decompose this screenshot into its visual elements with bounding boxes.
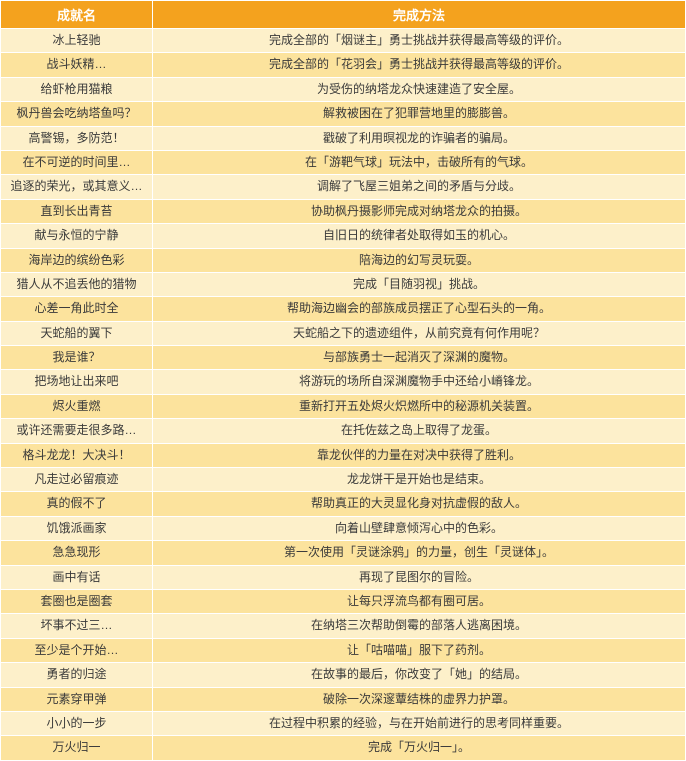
table-row: 万火归一完成「万火归一」。 bbox=[1, 736, 686, 760]
table-row: 海岸边的缤纷色彩陪海边的幻写灵玩耍。 bbox=[1, 248, 686, 272]
achievement-desc: 让每只浮流鸟都有圈可居。 bbox=[153, 589, 686, 613]
achievement-name: 小小的一步 bbox=[1, 711, 153, 735]
achievement-name: 枫丹兽会吃纳塔鱼吗？ bbox=[1, 102, 153, 126]
achievement-name: 天蛇船的翼下 bbox=[1, 321, 153, 345]
achievement-desc: 完成全部的「花羽会」勇士挑战并获得最高等级的评价。 bbox=[153, 53, 686, 77]
achievement-desc: 调解了飞屋三姐弟之间的矛盾与分歧。 bbox=[153, 175, 686, 199]
achievement-name: 套圈也是圈套 bbox=[1, 589, 153, 613]
table-row: 或许还需要走很多路…在托佐兹之岛上取得了龙蛋。 bbox=[1, 419, 686, 443]
achievement-name: 万火归一 bbox=[1, 736, 153, 760]
table-row: 凡走过必留痕迹龙龙饼干是开始也是结束。 bbox=[1, 468, 686, 492]
achievement-desc: 破除一次深邃蕈结株的虚界力护罩。 bbox=[153, 687, 686, 711]
achievement-name: 献与永恒的宁静 bbox=[1, 224, 153, 248]
achievement-desc: 协助枫丹摄影师完成对纳塔龙众的拍摄。 bbox=[153, 199, 686, 223]
table-row: 饥饿派画家向着山壁肆意倾泻心中的色彩。 bbox=[1, 516, 686, 540]
achievement-name: 勇者的归途 bbox=[1, 663, 153, 687]
table-row: 坏事不过三…在纳塔三次帮助倒霉的部落人逃离困境。 bbox=[1, 614, 686, 638]
achievement-name: 画中有话 bbox=[1, 565, 153, 589]
achievement-name: 凡走过必留痕迹 bbox=[1, 468, 153, 492]
table-row: 在不可逆的时间里…在「游靶气球」玩法中，击破所有的气球。 bbox=[1, 150, 686, 174]
table-body: 冰上轻驰完成全部的「烟谜主」勇士挑战并获得最高等级的评价。战斗妖精…完成全部的「… bbox=[1, 29, 686, 761]
achievement-name: 心差一角此时全 bbox=[1, 297, 153, 321]
table-row: 至少是个开始…让「咕喵喵」服下了药剂。 bbox=[1, 638, 686, 662]
achievement-name: 至少是个开始… bbox=[1, 638, 153, 662]
achievement-desc: 为受伤的纳塔龙众快速建造了安全屋。 bbox=[153, 77, 686, 101]
achievement-name: 格斗龙龙！大决斗！ bbox=[1, 443, 153, 467]
table-row: 冰上轻驰完成全部的「烟谜主」勇士挑战并获得最高等级的评价。 bbox=[1, 29, 686, 53]
achievement-desc: 完成「万火归一」。 bbox=[153, 736, 686, 760]
achievement-name: 饥饿派画家 bbox=[1, 516, 153, 540]
achievement-name: 高警锡，多防范！ bbox=[1, 126, 153, 150]
achievement-desc: 让「咕喵喵」服下了药剂。 bbox=[153, 638, 686, 662]
table-row: 追逐的荣光，或其意义…调解了飞屋三姐弟之间的矛盾与分歧。 bbox=[1, 175, 686, 199]
header-name: 成就名 bbox=[1, 1, 153, 29]
achievement-name: 直到长出青苔 bbox=[1, 199, 153, 223]
achievement-name: 或许还需要走很多路… bbox=[1, 419, 153, 443]
table-row: 我是谁？与部族勇士一起消灭了深渊的魔物。 bbox=[1, 346, 686, 370]
header-desc: 完成方法 bbox=[153, 1, 686, 29]
table-row: 格斗龙龙！大决斗！靠龙伙伴的力量在对决中获得了胜利。 bbox=[1, 443, 686, 467]
achievement-name: 追逐的荣光，或其意义… bbox=[1, 175, 153, 199]
achievement-name: 在不可逆的时间里… bbox=[1, 150, 153, 174]
achievement-desc: 第一次使用「灵谜涂鸦」的力量，创生「灵谜体」。 bbox=[153, 541, 686, 565]
achievement-desc: 完成「目随羽视」挑战。 bbox=[153, 272, 686, 296]
table-row: 画中有话再现了昆图尔的冒险。 bbox=[1, 565, 686, 589]
achievement-name: 急急现形 bbox=[1, 541, 153, 565]
achievement-desc: 将游玩的场所自深渊魔物手中还给小嵴锋龙。 bbox=[153, 370, 686, 394]
achievement-desc: 在故事的最后，你改变了「她」的结局。 bbox=[153, 663, 686, 687]
achievement-name: 把场地让出来吧 bbox=[1, 370, 153, 394]
achievement-name: 猎人从不追丢他的猎物 bbox=[1, 272, 153, 296]
achievement-desc: 自旧日的统律者处取得如玉的机心。 bbox=[153, 224, 686, 248]
table-row: 天蛇船的翼下天蛇船之下的遗迹组件，从前究竟有何作用呢？ bbox=[1, 321, 686, 345]
achievement-desc: 帮助真正的大灵显化身对抗虚假的敌人。 bbox=[153, 492, 686, 516]
achievement-name: 元素穿甲弹 bbox=[1, 687, 153, 711]
table-row: 直到长出青苔协助枫丹摄影师完成对纳塔龙众的拍摄。 bbox=[1, 199, 686, 223]
table-row: 高警锡，多防范！戳破了利用暝视龙的诈骗者的骗局。 bbox=[1, 126, 686, 150]
achievement-desc: 龙龙饼干是开始也是结束。 bbox=[153, 468, 686, 492]
table-row: 小小的一步在过程中积累的经验，与在开始前进行的思考同样重要。 bbox=[1, 711, 686, 735]
achievement-desc: 解救被困在了犯罪营地里的膨膨兽。 bbox=[153, 102, 686, 126]
table-row: 元素穿甲弹破除一次深邃蕈结株的虚界力护罩。 bbox=[1, 687, 686, 711]
achievement-desc: 在「游靶气球」玩法中，击破所有的气球。 bbox=[153, 150, 686, 174]
achievement-desc: 靠龙伙伴的力量在对决中获得了胜利。 bbox=[153, 443, 686, 467]
achievement-desc: 陪海边的幻写灵玩耍。 bbox=[153, 248, 686, 272]
achievement-desc: 向着山壁肆意倾泻心中的色彩。 bbox=[153, 516, 686, 540]
table-row: 真的假不了帮助真正的大灵显化身对抗虚假的敌人。 bbox=[1, 492, 686, 516]
achievement-desc: 在过程中积累的经验，与在开始前进行的思考同样重要。 bbox=[153, 711, 686, 735]
table-row: 猎人从不追丢他的猎物完成「目随羽视」挑战。 bbox=[1, 272, 686, 296]
table-row: 勇者的归途在故事的最后，你改变了「她」的结局。 bbox=[1, 663, 686, 687]
achievement-desc: 重新打开五处烬火炽燃所中的秘源机关装置。 bbox=[153, 394, 686, 418]
achievement-desc: 天蛇船之下的遗迹组件，从前究竟有何作用呢？ bbox=[153, 321, 686, 345]
table-row: 心差一角此时全帮助海边幽会的部族成员摆正了心型石头的一角。 bbox=[1, 297, 686, 321]
achievement-desc: 戳破了利用暝视龙的诈骗者的骗局。 bbox=[153, 126, 686, 150]
achievement-desc: 在托佐兹之岛上取得了龙蛋。 bbox=[153, 419, 686, 443]
table-row: 急急现形第一次使用「灵谜涂鸦」的力量，创生「灵谜体」。 bbox=[1, 541, 686, 565]
achievement-desc: 再现了昆图尔的冒险。 bbox=[153, 565, 686, 589]
achievement-name: 给虾枪用猫粮 bbox=[1, 77, 153, 101]
table-row: 套圈也是圈套让每只浮流鸟都有圈可居。 bbox=[1, 589, 686, 613]
achievement-name: 战斗妖精… bbox=[1, 53, 153, 77]
table-row: 给虾枪用猫粮为受伤的纳塔龙众快速建造了安全屋。 bbox=[1, 77, 686, 101]
achievement-desc: 帮助海边幽会的部族成员摆正了心型石头的一角。 bbox=[153, 297, 686, 321]
achievement-name: 冰上轻驰 bbox=[1, 29, 153, 53]
table-row: 战斗妖精…完成全部的「花羽会」勇士挑战并获得最高等级的评价。 bbox=[1, 53, 686, 77]
achievement-desc: 与部族勇士一起消灭了深渊的魔物。 bbox=[153, 346, 686, 370]
achievement-name: 烬火重燃 bbox=[1, 394, 153, 418]
table-row: 枫丹兽会吃纳塔鱼吗？解救被困在了犯罪营地里的膨膨兽。 bbox=[1, 102, 686, 126]
achievements-table: 成就名 完成方法 冰上轻驰完成全部的「烟谜主」勇士挑战并获得最高等级的评价。战斗… bbox=[0, 0, 686, 761]
achievement-desc: 在纳塔三次帮助倒霉的部落人逃离困境。 bbox=[153, 614, 686, 638]
achievement-name: 真的假不了 bbox=[1, 492, 153, 516]
achievement-name: 我是谁？ bbox=[1, 346, 153, 370]
table-row: 把场地让出来吧将游玩的场所自深渊魔物手中还给小嵴锋龙。 bbox=[1, 370, 686, 394]
achievement-name: 海岸边的缤纷色彩 bbox=[1, 248, 153, 272]
achievement-name: 坏事不过三… bbox=[1, 614, 153, 638]
table-row: 献与永恒的宁静自旧日的统律者处取得如玉的机心。 bbox=[1, 224, 686, 248]
table-row: 烬火重燃重新打开五处烬火炽燃所中的秘源机关装置。 bbox=[1, 394, 686, 418]
achievement-desc: 完成全部的「烟谜主」勇士挑战并获得最高等级的评价。 bbox=[153, 29, 686, 53]
